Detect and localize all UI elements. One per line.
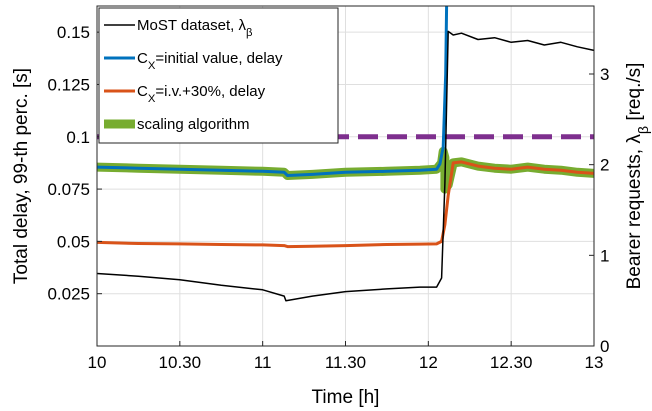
- legend: MoST dataset, λβ CX=initial value, delay C…: [98, 7, 339, 144]
- legend-label: CX=i.v.+30%, delay: [137, 83, 266, 105]
- x-tick-label: 13: [585, 353, 604, 372]
- legend-box: [98, 7, 339, 144]
- legend-label: CX=initial value, delay: [137, 50, 283, 72]
- y-left-tick-label: 0.15: [57, 23, 90, 42]
- x-tick-label: 12.30: [490, 353, 533, 372]
- legend-label: scaling algorithm: [137, 116, 250, 133]
- y-right-tick-label: 3: [600, 65, 609, 84]
- y-axis-label-right: Bearer requests, λβ [req./s]: [624, 63, 652, 290]
- series-line: [96, 160, 595, 249]
- y-left-tick-label: 0.075: [47, 180, 90, 199]
- y-axis-label-left: Total delay, 99-th perc. [s]: [11, 68, 32, 284]
- ticks: 10 10.30 11 11.30 12 12.30 130.0250.050.0750.1…: [47, 23, 609, 372]
- series-line: [96, 5, 449, 177]
- y-right-tick-label: 0: [600, 337, 609, 356]
- legend-label: MoST dataset, λβ: [137, 17, 253, 39]
- y-left-tick-label: 0.125: [47, 75, 90, 94]
- y-left-tick-label: 0.1: [66, 128, 90, 147]
- x-tick-label: 10.30: [159, 353, 202, 372]
- series-line: [96, 30, 595, 302]
- x-tick-label: 11.30: [325, 353, 366, 372]
- series-layer: [96, 5, 595, 302]
- x-tick-label: 11: [254, 353, 272, 372]
- y-left-tick-label: 0.05: [57, 232, 90, 251]
- x-axis-label: Time [h]: [312, 387, 380, 408]
- x-tick-label: 12: [419, 353, 438, 372]
- y-left-tick-label: 0.025: [47, 285, 90, 304]
- y-right-tick-label: 2: [600, 156, 609, 175]
- x-tick-label: 10: [88, 353, 107, 372]
- y-right-tick-label: 1: [600, 246, 609, 265]
